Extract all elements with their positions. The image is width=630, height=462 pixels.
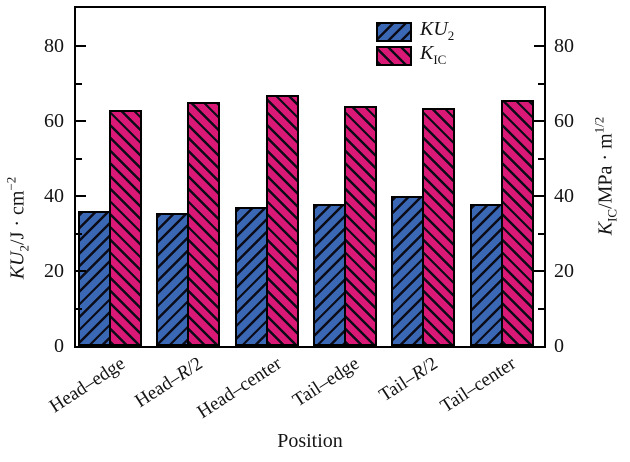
plot-area bbox=[74, 6, 546, 348]
legend-label-kic-symbol: K bbox=[420, 41, 434, 64]
legend: KU2 KIC bbox=[376, 18, 454, 69]
y-tick bbox=[538, 82, 544, 85]
x-category-label-5: Tail–center bbox=[437, 353, 520, 418]
y-tick bbox=[76, 270, 86, 272]
y-tick-label-right-40: 40 bbox=[554, 185, 574, 207]
bar-ku2-0 bbox=[78, 211, 111, 346]
bar-kic-5 bbox=[500, 100, 534, 346]
legend-swatch-ku2-icon bbox=[376, 22, 412, 42]
x-axis-title: Position bbox=[277, 430, 343, 452]
legend-label-kic: KIC bbox=[420, 42, 446, 71]
y-tick-label-left-20: 20 bbox=[44, 260, 64, 282]
bar-ku2-3 bbox=[312, 203, 346, 346]
y-tick bbox=[76, 195, 86, 197]
left-axis-title-subscript: 2 bbox=[16, 244, 32, 252]
y-tick bbox=[76, 82, 82, 85]
y-tick bbox=[76, 45, 86, 47]
bar-ku2-2 bbox=[234, 207, 268, 346]
y-tick bbox=[534, 270, 544, 272]
y-tick bbox=[538, 157, 544, 160]
y-tick bbox=[534, 120, 544, 122]
y-tick-label-right-20: 20 bbox=[554, 260, 574, 282]
right-axis-title-symbol: K bbox=[594, 221, 617, 236]
y-tick bbox=[76, 307, 82, 310]
right-axis-title: KIC/MPa · m1/2 bbox=[592, 117, 621, 236]
legend-label-ku2-symbol: KU bbox=[420, 17, 448, 40]
x-category-label-0: Head–edge bbox=[45, 353, 129, 418]
bar-ku2-4 bbox=[391, 196, 425, 346]
x-category-label-2: Head–center bbox=[193, 353, 286, 423]
legend-item-kic: KIC bbox=[376, 42, 454, 67]
legend-label-ku2-subscript: 2 bbox=[447, 27, 455, 43]
y-tick-label-left-60: 60 bbox=[44, 110, 64, 132]
y-tick-label-left-0: 0 bbox=[54, 335, 64, 357]
bar-kic-4 bbox=[422, 107, 456, 346]
bar-kic-1 bbox=[187, 102, 221, 346]
y-tick bbox=[534, 45, 544, 47]
y-tick bbox=[76, 120, 86, 122]
y-tick-label-left-40: 40 bbox=[44, 185, 64, 207]
legend-swatch-kic-icon bbox=[376, 46, 412, 66]
legend-label-kic-subscript: IC bbox=[433, 51, 447, 67]
bar-ku2-5 bbox=[469, 203, 503, 346]
bar-kic-0 bbox=[109, 109, 142, 346]
right-axis-title-subscript: IC bbox=[604, 208, 620, 222]
left-axis-title-exponent: −2 bbox=[3, 176, 19, 191]
bar-kic-2 bbox=[265, 94, 299, 346]
y-tick bbox=[538, 232, 544, 235]
y-tick bbox=[534, 195, 544, 197]
y-tick bbox=[538, 307, 544, 310]
legend-item-ku2: KU2 bbox=[376, 18, 454, 43]
y-tick bbox=[76, 157, 82, 160]
legend-label-ku2: KU2 bbox=[420, 18, 454, 47]
bar-ku2-1 bbox=[156, 212, 190, 346]
y-tick bbox=[76, 232, 82, 235]
bar-kic-3 bbox=[343, 106, 377, 346]
y-tick-label-right-80: 80 bbox=[554, 35, 574, 57]
y-tick-label-right-60: 60 bbox=[554, 110, 574, 132]
x-category-label-3: Tail–edge bbox=[289, 353, 364, 412]
x-category-label-4: Tail–R/2 bbox=[375, 353, 442, 407]
y-tick-label-left-80: 80 bbox=[44, 35, 64, 57]
y-tick-label-right-0: 0 bbox=[554, 335, 564, 357]
